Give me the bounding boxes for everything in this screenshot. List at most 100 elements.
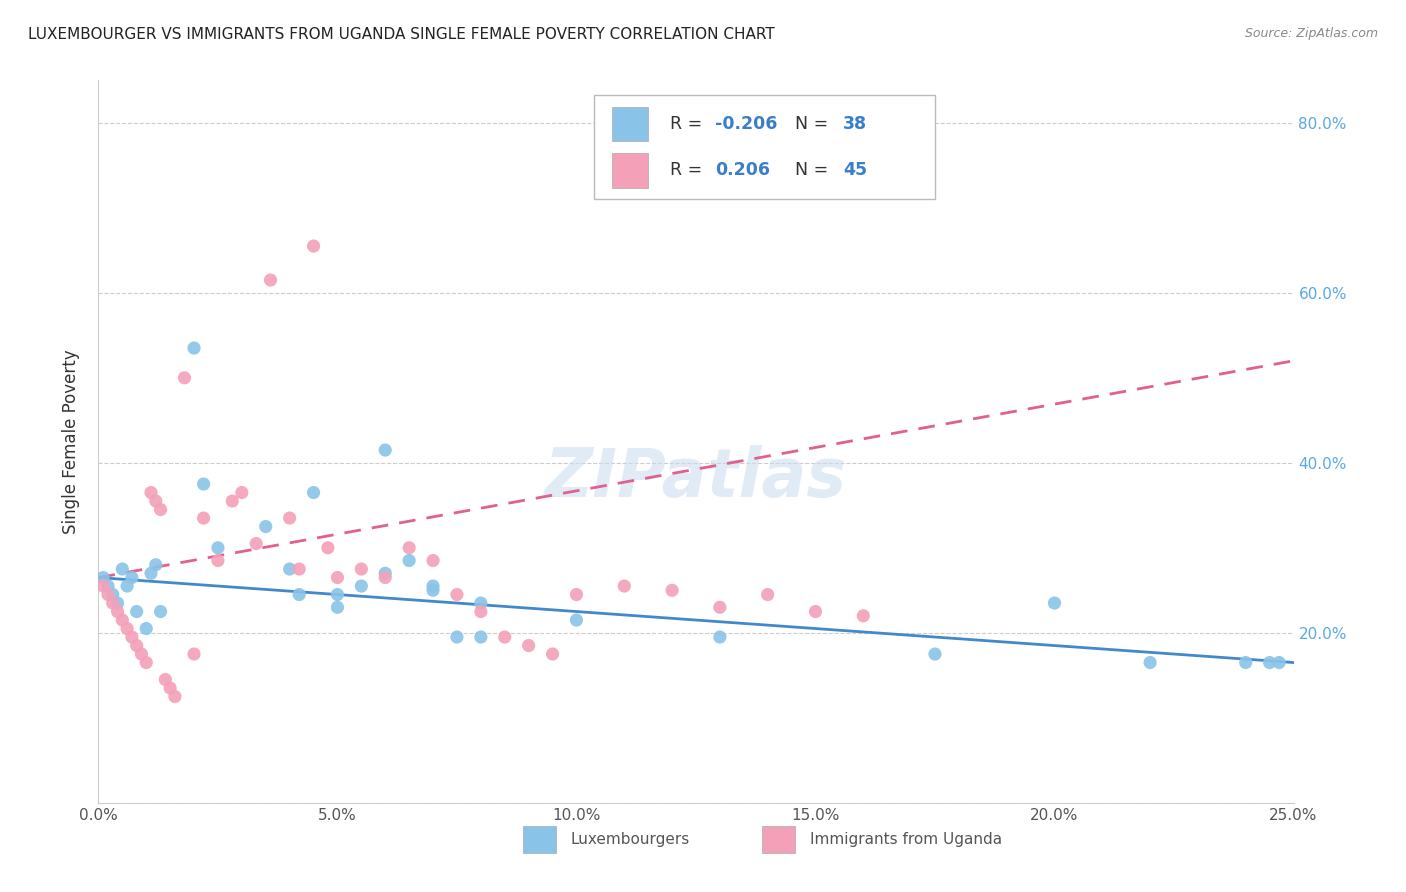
- Text: N =: N =: [796, 161, 834, 179]
- Point: [350, 562, 373, 576]
- Point: [756, 588, 779, 602]
- Point: [302, 239, 325, 253]
- FancyBboxPatch shape: [762, 826, 796, 854]
- FancyBboxPatch shape: [613, 107, 648, 142]
- Point: [221, 494, 243, 508]
- Text: 38: 38: [844, 115, 868, 133]
- Point: [326, 570, 349, 584]
- Point: [446, 630, 468, 644]
- Point: [374, 570, 396, 584]
- Point: [613, 579, 636, 593]
- Point: [924, 647, 946, 661]
- Point: [278, 562, 301, 576]
- Point: [1268, 656, 1291, 670]
- Point: [135, 656, 157, 670]
- Text: 45: 45: [844, 161, 868, 179]
- Point: [326, 600, 349, 615]
- Point: [1234, 656, 1257, 670]
- Point: [183, 341, 205, 355]
- Point: [107, 605, 129, 619]
- Point: [139, 485, 162, 500]
- FancyBboxPatch shape: [595, 95, 935, 200]
- Point: [245, 536, 267, 550]
- Point: [494, 630, 516, 644]
- Point: [183, 647, 205, 661]
- Text: -0.206: -0.206: [716, 115, 778, 133]
- Point: [288, 588, 311, 602]
- Point: [374, 443, 396, 458]
- Point: [107, 596, 129, 610]
- Point: [470, 630, 492, 644]
- Point: [121, 570, 143, 584]
- Point: [278, 511, 301, 525]
- Point: [173, 371, 195, 385]
- Point: [422, 553, 444, 567]
- Point: [350, 579, 373, 593]
- Point: [159, 681, 181, 695]
- Point: [374, 566, 396, 581]
- Point: [115, 579, 138, 593]
- Point: [193, 477, 215, 491]
- Point: [231, 485, 253, 500]
- Point: [517, 639, 540, 653]
- Point: [135, 622, 157, 636]
- Text: R =: R =: [669, 161, 713, 179]
- Point: [1258, 656, 1281, 670]
- Text: N =: N =: [796, 115, 834, 133]
- Point: [326, 588, 349, 602]
- Y-axis label: Single Female Poverty: Single Female Poverty: [62, 350, 80, 533]
- Text: ZIPatlas: ZIPatlas: [546, 445, 846, 510]
- FancyBboxPatch shape: [523, 826, 557, 854]
- Point: [131, 647, 153, 661]
- Point: [422, 579, 444, 593]
- Point: [709, 630, 731, 644]
- Point: [111, 613, 134, 627]
- Point: [97, 588, 120, 602]
- Point: [125, 605, 148, 619]
- Point: [97, 579, 120, 593]
- Text: LUXEMBOURGER VS IMMIGRANTS FROM UGANDA SINGLE FEMALE POVERTY CORRELATION CHART: LUXEMBOURGER VS IMMIGRANTS FROM UGANDA S…: [28, 27, 775, 42]
- Point: [316, 541, 339, 555]
- Point: [145, 494, 167, 508]
- Point: [91, 570, 114, 584]
- Point: [207, 553, 229, 567]
- Point: [101, 596, 124, 610]
- Point: [709, 600, 731, 615]
- Point: [422, 583, 444, 598]
- Point: [470, 596, 492, 610]
- Point: [1139, 656, 1161, 670]
- Point: [259, 273, 281, 287]
- Point: [470, 605, 492, 619]
- Point: [804, 605, 827, 619]
- Point: [101, 588, 124, 602]
- Text: Source: ZipAtlas.com: Source: ZipAtlas.com: [1244, 27, 1378, 40]
- Text: Immigrants from Uganda: Immigrants from Uganda: [810, 832, 1001, 847]
- Point: [565, 613, 588, 627]
- Point: [541, 647, 564, 661]
- FancyBboxPatch shape: [613, 153, 648, 187]
- Point: [163, 690, 186, 704]
- Point: [149, 502, 172, 516]
- Point: [302, 485, 325, 500]
- Point: [125, 639, 148, 653]
- Point: [661, 583, 683, 598]
- Point: [139, 566, 162, 581]
- Point: [155, 673, 177, 687]
- Text: 0.206: 0.206: [716, 161, 770, 179]
- Point: [852, 608, 875, 623]
- Point: [111, 562, 134, 576]
- Point: [398, 553, 420, 567]
- Point: [91, 579, 114, 593]
- Point: [115, 622, 138, 636]
- Point: [254, 519, 277, 533]
- Point: [288, 562, 311, 576]
- Point: [565, 588, 588, 602]
- Text: R =: R =: [669, 115, 707, 133]
- Point: [193, 511, 215, 525]
- Point: [149, 605, 172, 619]
- Point: [145, 558, 167, 572]
- Point: [207, 541, 229, 555]
- Point: [398, 541, 420, 555]
- Point: [121, 630, 143, 644]
- Point: [446, 588, 468, 602]
